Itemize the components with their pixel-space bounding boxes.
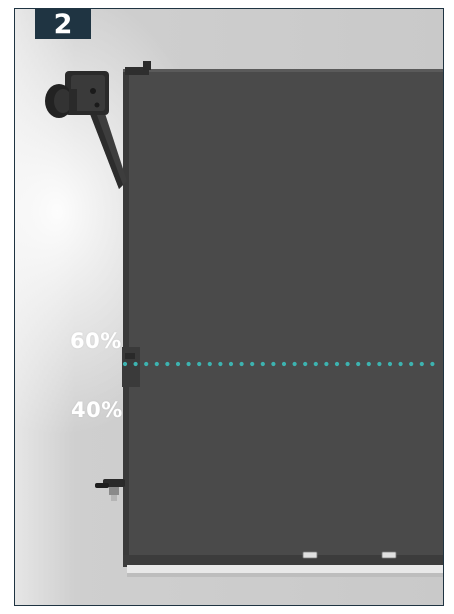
upper-percentage-label: 60% xyxy=(70,329,122,353)
illustration-frame: 2 60% 40% xyxy=(14,8,444,606)
divider-dot xyxy=(144,361,149,367)
divider-dot xyxy=(292,361,297,367)
divider-dot xyxy=(430,361,435,367)
divider-dot xyxy=(165,361,170,367)
lower-percentage-label: 40% xyxy=(71,398,123,422)
divider-dot xyxy=(366,361,371,367)
divider-dot xyxy=(334,361,340,367)
unit-illustration xyxy=(45,61,443,577)
divider-dot xyxy=(133,361,138,367)
divider-dot xyxy=(398,361,403,367)
divider-dot xyxy=(239,361,244,367)
divider-dot xyxy=(345,361,350,367)
divider-dot xyxy=(313,361,318,367)
divider-dot xyxy=(419,361,424,367)
divider-dot xyxy=(281,361,287,367)
divider-dot xyxy=(154,361,159,367)
divider-dot xyxy=(377,361,382,367)
step-number-badge: 2 xyxy=(35,9,91,39)
divider-dot xyxy=(122,361,128,367)
level-divider-line xyxy=(122,361,435,367)
divider-dot xyxy=(387,361,393,367)
divider-dot xyxy=(356,361,361,367)
wall-mount-bracket-icon xyxy=(45,71,127,189)
divider-dot xyxy=(271,361,276,367)
divider-dot xyxy=(186,361,191,367)
step-number: 2 xyxy=(53,9,73,40)
divider-dot xyxy=(250,361,255,367)
divider-dot xyxy=(324,361,329,367)
divider-dot xyxy=(409,361,414,367)
drain-valve-icon xyxy=(95,479,125,501)
divider-dot xyxy=(218,361,223,367)
divider-dot xyxy=(197,361,202,367)
divider-dot xyxy=(303,361,308,367)
divider-dot xyxy=(228,361,234,367)
device-panel xyxy=(122,61,443,577)
divider-dot xyxy=(260,361,265,367)
divider-dot xyxy=(207,361,212,367)
divider-dot xyxy=(175,361,181,367)
